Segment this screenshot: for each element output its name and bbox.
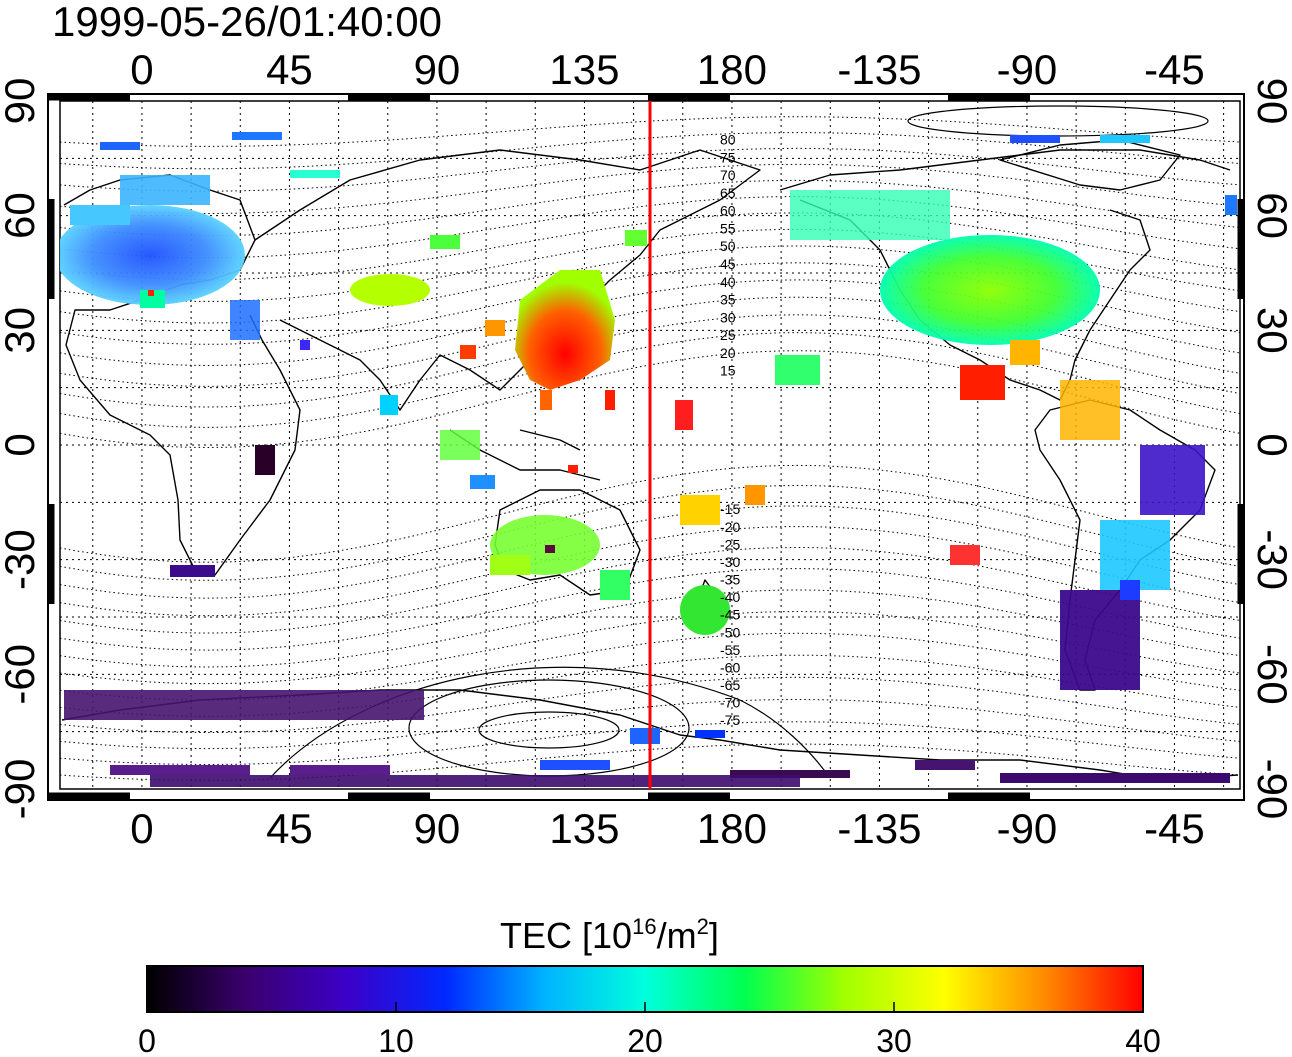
lon-tick-label-top: 180 [697, 46, 767, 93]
contour-label: -65 [720, 677, 740, 693]
contour-labels: 8075706560555045403530252015-15-20-25-30… [720, 132, 740, 729]
contour-label: -50 [720, 624, 740, 640]
colorbar-unit-base: 10 [592, 915, 632, 956]
colorbar-unit-exp: 16 [632, 914, 656, 939]
lat-tick-label-left: 0 [0, 433, 43, 456]
tec-east-asia [430, 230, 647, 410]
tec-africa [170, 445, 275, 577]
lon-tick-label-bottom: -45 [1144, 805, 1205, 852]
colorbar: TEC [1016/m2] 0 10 20 30 40 [138, 914, 1161, 1057]
contour-line [60, 526, 1240, 617]
colorbar-unit-mid: /m [657, 915, 697, 956]
contour-label: 50 [720, 238, 736, 254]
contour-label: -35 [720, 572, 740, 588]
lon-tick-label-bottom: -90 [997, 805, 1058, 852]
contour-line [60, 147, 1240, 192]
lon-tick-label-bottom: -135 [837, 805, 921, 852]
south-polar-contour-inner [478, 711, 620, 749]
lat-tick-label-right: -60 [1249, 644, 1292, 705]
lat-tick-label-left: 30 [0, 307, 43, 354]
lon-tick-label-top: 90 [414, 46, 461, 93]
contour-label: 15 [720, 363, 736, 379]
colorbar-tick-label: 40 [1125, 1023, 1161, 1057]
lat-tick-label-right: 0 [1249, 433, 1292, 456]
lon-tick-label-top: -90 [997, 46, 1058, 93]
contour-label: 60 [720, 203, 736, 219]
contour-label: -15 [720, 501, 740, 517]
lon-tick-label-bottom: 135 [549, 805, 619, 852]
contour-label: 80 [720, 132, 736, 148]
contour-label: -75 [720, 712, 740, 728]
contour-label: 45 [720, 256, 736, 272]
contour-line [60, 163, 1240, 215]
colorbar-tick-label: 10 [378, 1023, 414, 1057]
lon-tick-label-top: 45 [266, 46, 313, 93]
lat-tick-label-left: -30 [0, 529, 43, 590]
contour-line [60, 698, 1240, 750]
contour-label: 25 [720, 327, 736, 343]
colorbar-unit-exp2: 2 [697, 914, 709, 939]
contour-label: 75 [720, 149, 736, 165]
lat-tick-label-left: -90 [0, 759, 43, 820]
coast-africa-europe [63, 174, 301, 576]
lon-tick-label-top: 0 [130, 46, 153, 93]
contour-label: -30 [720, 554, 740, 570]
contour-label: -60 [720, 659, 740, 675]
lon-tick-label-bottom: 45 [266, 805, 313, 852]
lon-tick-label-bottom: 180 [697, 805, 767, 852]
tec-central-asia [290, 170, 430, 415]
contour-label: -70 [720, 695, 740, 711]
tec-observations [60, 132, 1237, 787]
right-latitude-ticks: 90 60 30 0 -30 -60 -90 [1249, 78, 1292, 820]
colorbar-ticks: 0 10 20 30 40 [138, 1002, 1161, 1057]
lat-tick-label-left: 60 [0, 192, 43, 239]
lat-tick-label-right: -90 [1249, 759, 1292, 820]
colorbar-tick-label: 30 [876, 1023, 912, 1057]
lat-tick-label-right: 90 [1249, 78, 1292, 125]
tec-north-america [775, 135, 1237, 400]
tec-europe [60, 132, 310, 350]
contour-label: -40 [720, 589, 740, 605]
bottom-longitude-ticks: 0 45 90 135 180 -135 -90 -45 [130, 805, 1205, 852]
lon-tick-label-bottom: 0 [130, 805, 153, 852]
contour-label: -45 [720, 607, 740, 623]
colorbar-title: TEC [1016/m2] [500, 914, 719, 956]
lat-tick-label-left: -60 [0, 644, 43, 705]
map-title: 1999-05-26/01:40:00 [52, 0, 442, 45]
contour-line [60, 721, 1240, 766]
colorbar-tick-label: 0 [138, 1023, 156, 1057]
contour-label: 65 [720, 185, 736, 201]
lon-tick-label-bottom: 90 [414, 805, 461, 852]
left-latitude-ticks: 90 60 30 0 -30 -60 -90 [0, 78, 43, 820]
lon-tick-label-top: -135 [837, 46, 921, 93]
contour-label: 40 [720, 274, 736, 290]
top-longitude-ticks: 0 45 90 135 180 -135 -90 -45 [130, 46, 1205, 93]
contour-label: -55 [720, 642, 740, 658]
tec-maritime [440, 400, 693, 489]
colorbar-title-text: TEC [500, 915, 572, 956]
map-frame [47, 93, 1245, 801]
colorbar-tick-label: 20 [627, 1023, 663, 1057]
lat-tick-label-right: -30 [1249, 529, 1292, 590]
contour-label: 70 [720, 167, 736, 183]
lat-tick-label-left: 90 [0, 78, 43, 125]
contour-label: 55 [720, 220, 736, 236]
contour-label: 20 [720, 345, 736, 361]
lat-tick-label-right: 60 [1249, 192, 1292, 239]
lon-tick-label-top: 135 [549, 46, 619, 93]
tec-antarctica [64, 690, 1230, 787]
contour-label: 35 [720, 292, 736, 308]
contour-label: -20 [720, 519, 740, 535]
coast-greenland [999, 139, 1181, 191]
contour-label: 30 [720, 309, 736, 325]
tec-australia [490, 485, 765, 635]
lat-tick-label-right: 30 [1249, 307, 1292, 354]
contour-label: -25 [720, 536, 740, 552]
tec-south-america [950, 380, 1205, 690]
lon-tick-label-top: -45 [1144, 46, 1205, 93]
